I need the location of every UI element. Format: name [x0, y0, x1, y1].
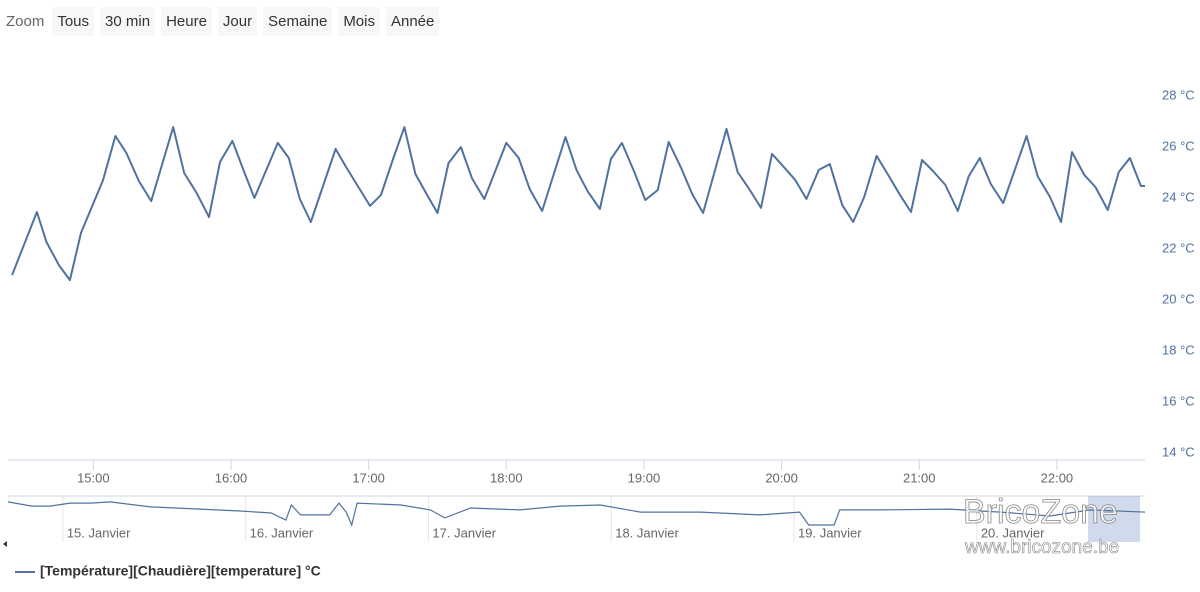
x-tick-label: 18:00	[490, 470, 523, 485]
navigator-selection	[1088, 496, 1140, 542]
x-tick-label: 21:00	[903, 470, 936, 485]
navigator-tick-label: 15. Janvier	[67, 525, 131, 540]
zoom-button[interactable]: Semaine	[263, 7, 333, 36]
x-tick-label: 15:00	[77, 470, 110, 485]
zoom-button[interactable]: Mois	[338, 7, 380, 36]
x-tick-label: 17:00	[352, 470, 385, 485]
y-tick-label: 24 °C	[1162, 189, 1195, 204]
scroll-arrow	[3, 541, 7, 547]
series-line	[11, 126, 1145, 282]
y-tick-label: 20 °C	[1162, 291, 1195, 306]
x-tick-label: 19:00	[628, 470, 661, 485]
x-tick-label: 16:00	[215, 470, 248, 485]
navigator-tick-label: 19. Janvier	[798, 525, 862, 540]
y-tick-label: 14 °C	[1162, 444, 1195, 459]
y-tick-label: 26 °C	[1162, 138, 1195, 153]
zoom-button[interactable]: Année	[385, 7, 440, 36]
y-tick-label: 18 °C	[1162, 342, 1195, 357]
range-selector: Zoom Tous 30 min Heure Jour Semaine Mois Année	[6, 7, 440, 36]
zoom-button[interactable]: 30 min	[100, 7, 156, 36]
navigator-tick-label: 20. Janvier	[981, 525, 1045, 540]
y-tick-label: 28 °C	[1162, 87, 1195, 102]
navigator-tick-label: 17. Janvier	[432, 525, 496, 540]
y-tick-label: 22 °C	[1162, 240, 1195, 255]
watermark-url: www.bricozone.be	[964, 537, 1119, 558]
zoom-label: Zoom	[6, 13, 45, 30]
navigator-line	[7, 501, 1146, 527]
zoom-button[interactable]: Jour	[217, 7, 258, 36]
x-tick-label: 20:00	[765, 470, 798, 485]
navigator-tick-label: 16. Janvier	[250, 525, 314, 540]
x-tick-label: 22:00	[1041, 470, 1074, 485]
watermark-brand: BricoZone	[963, 493, 1118, 531]
navigator-tick-label: 18. Janvier	[615, 525, 679, 540]
zoom-button[interactable]: Tous	[52, 7, 95, 36]
zoom-button[interactable]: Heure	[161, 7, 212, 36]
legend-label: [Température][Chaudière][temperature] °C	[40, 563, 321, 579]
y-tick-label: 16 °C	[1162, 393, 1195, 408]
